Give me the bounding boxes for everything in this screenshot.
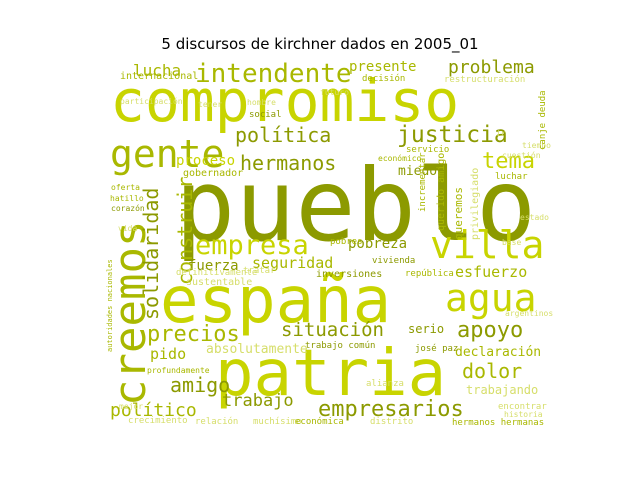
cloud-word: inversiones [316,269,382,280]
cloud-word: restructuración [444,74,525,85]
cloud-word: miedo [398,164,437,179]
cloud-word: trabajo [222,391,294,411]
cloud-background [104,56,552,430]
cloud-word: trabajo común [305,341,375,351]
cloud-word: sustentable [186,277,252,288]
cloud-word: creemos [105,221,156,406]
cloud-word: hermanos [240,151,336,175]
cloud-word: historia [504,410,543,419]
cloud-word: argentinos [505,309,553,318]
cloud-word: profundamente [147,366,210,375]
page-title: 5 discursos de kirchner dados en 2005_01 [161,35,479,53]
cloud-word: tema [482,149,535,174]
cloud-word: definitivamente [176,268,257,278]
cloud-word: tratar [243,266,276,276]
cloud-word: villa [430,223,544,267]
cloud-word: empresarios [318,397,464,422]
cloud-word: amigo [170,373,230,397]
cloud-word: fuerza [188,258,239,274]
cloud-word: justicia [397,122,508,148]
cloud-word: josé paz [415,343,458,354]
cloud-word: mejor [119,402,143,411]
cloud-word: declaración [455,345,541,360]
cloud-word: tener [198,100,222,109]
cloud-word: queremos [452,187,465,240]
cloud-word: encontrar [498,402,547,412]
cloud-word: gobernador [183,168,243,179]
cloud-word: hombre [247,98,276,107]
cloud-word: internacional [120,71,198,82]
cloud-word: trabajando [466,383,538,397]
cloud-word: futuro [320,88,349,97]
cloud-word: distrito [370,417,413,427]
cloud-word: esfuerzo [455,263,527,281]
cloud-word: compromiso [110,67,459,135]
cloud-word: política [235,123,331,147]
cloud-word: gente [110,132,224,176]
cloud-word: social [249,110,282,120]
cloud-word: república [405,269,454,279]
cloud-word: autoridades nacionales [106,259,114,352]
cloud-word: estado [520,213,549,222]
cloud-word: alianza [366,379,404,389]
cloud-word: privilegiado [470,168,481,240]
cloud-word: construir [173,177,197,285]
cloud-word: situación [281,319,384,341]
cloud-word: económica [295,416,344,427]
cloud-word: intendente [195,59,352,89]
cloud-word: vivienda [372,256,415,266]
cloud-word: pueblo [175,147,536,264]
cloud-word: dolor [462,359,522,383]
cloud-word: decisión [362,73,405,84]
cloud-word: absolutamente [206,342,308,357]
cloud-word: base [502,238,521,247]
cloud-word: precios [147,322,240,347]
cloud-word: proceso [176,153,235,169]
cloud-word: canje deuda [538,90,548,150]
cloud-word: pobres [330,237,363,247]
cloud-word: oferta [111,183,140,192]
cloud-word: tiempo [522,141,551,150]
cloud-word: muchísimo [253,417,302,427]
cloud-word: hermanos hermanas [452,418,544,428]
cloud-word: participación [120,96,183,106]
cloud-word: apoyo [457,318,523,343]
cloud-word: cuestión [502,150,541,160]
cloud-word: problema [448,57,535,78]
cloud-word: corazón [111,203,145,213]
cloud-word: españa [160,264,391,338]
cloud-word: incrementar [418,152,428,212]
cloud-word: presente [349,59,416,75]
cloud-word: pido [150,345,186,363]
cloud-word: vida [118,224,137,233]
cloud-word: patria [215,337,446,411]
cloud-word: hatillo [110,194,144,203]
cloud-word: serio [408,322,444,336]
cloud-word: solidaridad [139,188,163,320]
cloud-word: ir [496,129,506,138]
cloud-word: lucha [133,61,181,80]
cloud-word: empresa [195,230,309,261]
cloud-word: económico [378,153,422,163]
cloud-word: político [110,400,197,421]
cloud-word: crecimiento [128,416,188,426]
cloud-word: agua [445,276,537,320]
cloud-word: servicio [406,145,449,155]
cloud-word: pobreza [348,236,407,252]
cloud-word: luchar [495,172,528,182]
cloud-word: seguridad [252,254,333,272]
cloud-word: querido amigo [436,153,447,231]
cloud-word: relación [195,416,238,427]
